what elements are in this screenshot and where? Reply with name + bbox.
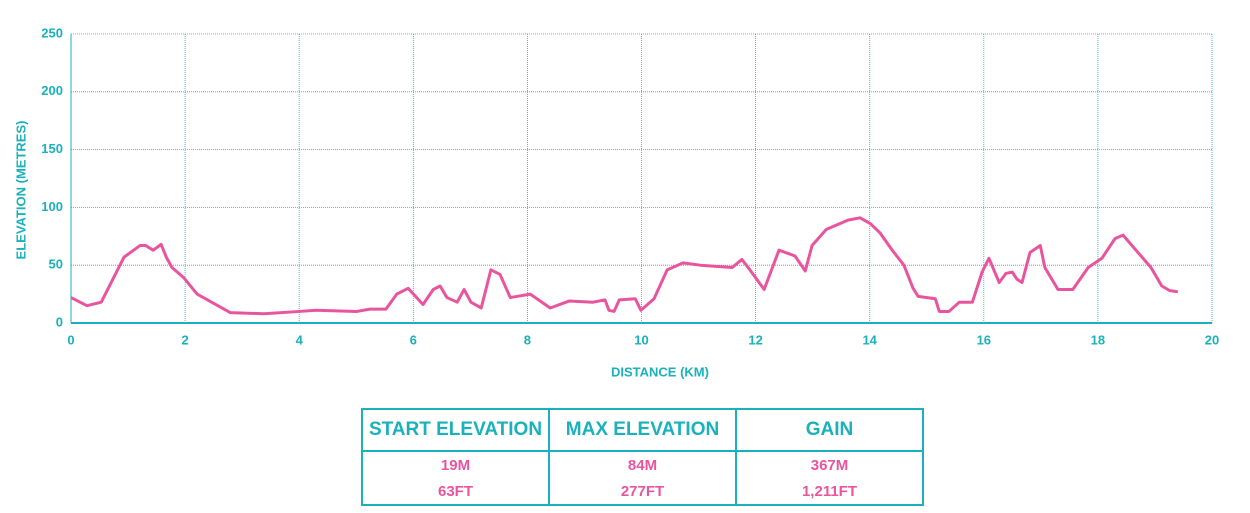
x-tick-label: 8 (524, 332, 531, 347)
x-tick-label: 20 (1205, 332, 1219, 347)
y-tick-label: 100 (41, 199, 63, 214)
cell: 19M (361, 450, 550, 478)
y-tick-label: 150 (41, 141, 63, 156)
x-tick-label: 0 (67, 332, 74, 347)
header-cell: GAIN (735, 408, 924, 452)
cell: 367M (735, 450, 924, 478)
x-axis-label: DISTANCE (KM) (611, 364, 709, 379)
x-tick-label: 4 (296, 332, 304, 347)
x-tick-label: 14 (862, 332, 877, 347)
x-tick-label: 6 (410, 332, 417, 347)
x-tick-label: 12 (748, 332, 762, 347)
cell: 84M (548, 450, 737, 478)
y-tick-label: 50 (49, 257, 63, 272)
x-tick-label: 16 (977, 332, 991, 347)
cell: 63FT (361, 478, 550, 506)
cell: 1,211FT (735, 478, 924, 506)
chart: DISTANCE (KM) ELEVATION (METRES) 0501001… (13, 25, 1219, 379)
cell: 277FT (548, 478, 737, 506)
stats-table: START ELEVATION MAX ELEVATION GAIN 19M 84M 3… (361, 408, 924, 506)
x-tick-label: 10 (634, 332, 648, 347)
y-tick-label: 200 (41, 83, 63, 98)
elevation-line (70, 216, 1178, 316)
header-cell: MAX ELEVATION (548, 408, 737, 452)
header-cell: START ELEVATION (361, 408, 550, 452)
y-tick-label: 250 (41, 25, 63, 40)
y-tick-label: 0 (56, 314, 63, 329)
x-tick-label: 18 (1091, 332, 1105, 347)
x-tick-label: 2 (181, 332, 188, 347)
y-axis-label: ELEVATION (METRES) (13, 121, 28, 260)
